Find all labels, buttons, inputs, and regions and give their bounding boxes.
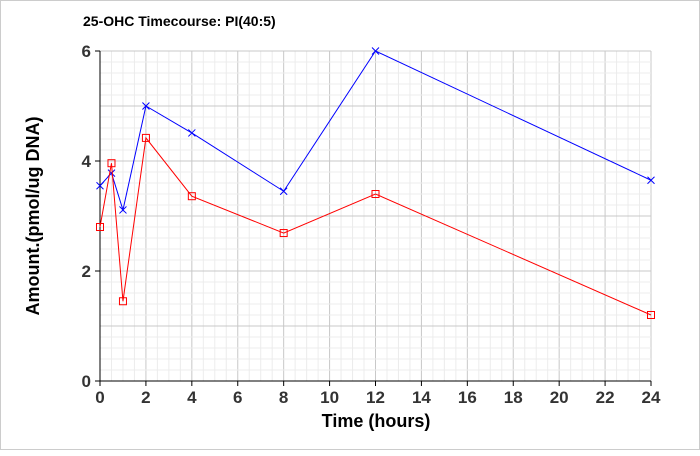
series-blue-line [99, 50, 652, 212]
series-red-point [107, 159, 116, 168]
series-blue-point [187, 129, 196, 137]
x-tick-label: 2 [141, 388, 150, 407]
series-red-point [141, 133, 150, 142]
series-red-point [647, 311, 655, 319]
series-blue-point [647, 176, 655, 185]
chart-title: 25-OHC Timecourse: PI(40:5) [83, 13, 276, 29]
x-tick-label: 22 [596, 388, 615, 407]
series-blue-point [96, 181, 104, 190]
series-blue-point [371, 47, 380, 55]
x-tick-label: 20 [550, 388, 569, 407]
x-tick-label: 24 [642, 388, 661, 407]
series-red-point [187, 192, 196, 201]
x-tick-label: 18 [504, 388, 523, 407]
series-red-point [96, 223, 104, 231]
x-axis-label: Time (hours) [322, 411, 431, 431]
y-tick-label: 4 [82, 152, 92, 171]
x-tick-label: 10 [320, 388, 339, 407]
series-blue-point [119, 206, 127, 214]
x-tick-label: 16 [458, 388, 477, 407]
x-tick-label: 14 [412, 388, 431, 407]
y-tick-label: 6 [82, 42, 91, 61]
series-red-line [99, 136, 652, 316]
y-axis-label: Amount.(pmol/ug DNA) [23, 117, 43, 316]
series-blue-point [142, 102, 150, 110]
x-tick-label: 6 [233, 388, 242, 407]
x-tick-label: 4 [187, 388, 197, 407]
series-blue-point [279, 187, 288, 196]
y-tick-label: 0 [82, 372, 91, 391]
y-tick-label: 2 [82, 262, 91, 281]
x-tick-label: 0 [95, 388, 104, 407]
series-red-point [279, 229, 288, 238]
x-tick-label: 12 [366, 388, 385, 407]
x-tick-label: 8 [279, 388, 288, 407]
series-red-point [371, 190, 380, 198]
series-red-point [118, 297, 127, 306]
